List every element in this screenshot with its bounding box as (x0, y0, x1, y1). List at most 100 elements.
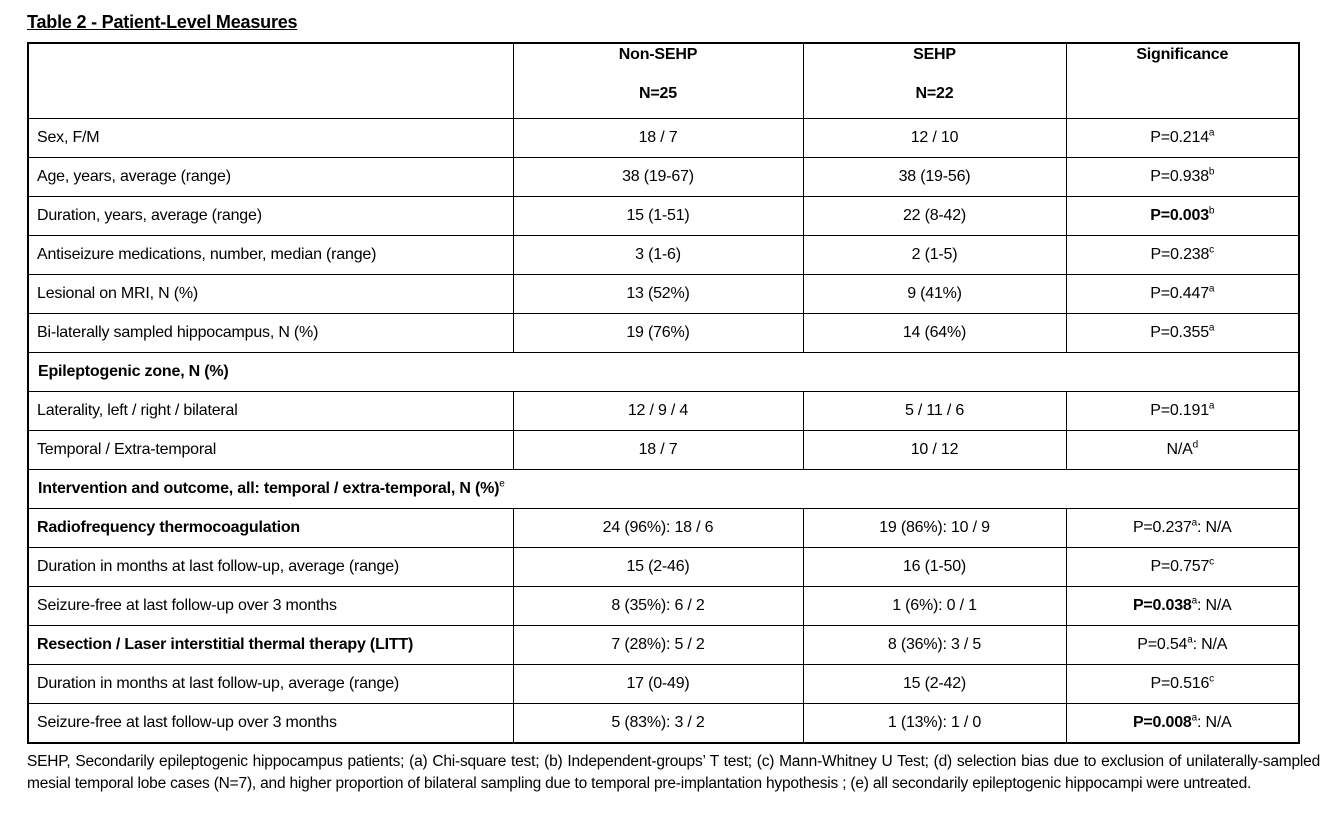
sig-text: P=0.938 (1150, 168, 1209, 185)
nonsehp-value: 38 (19-67) (512, 157, 804, 197)
table-row: Duration in months at last follow-up, av… (27, 664, 1300, 704)
sehp-value: 1 (6%): 0 / 1 (802, 586, 1067, 626)
section-text: Epileptogenic zone, N (%) (38, 363, 229, 380)
row-label: Duration in months at last follow-up, av… (27, 664, 514, 704)
row-label: Lesional on MRI, N (%) (27, 274, 514, 314)
sig-suffix: : N/A (1196, 597, 1232, 614)
nonsehp-value: 13 (52%) (512, 274, 804, 314)
sehp-value: 5 / 11 / 6 (802, 391, 1067, 431)
header-row: Non-SEHP N=25 SEHP N=22 Significance (27, 42, 1300, 119)
table-row: Temporal / Extra-temporal 18 / 7 10 / 12… (27, 430, 1300, 470)
table-footnote: SEHP, Secondarily epileptogenic hippocam… (27, 753, 1320, 792)
col-header-nonsehp-n: N=25 (639, 85, 677, 102)
nonsehp-value: 7 (28%): 5 / 2 (512, 625, 804, 665)
table-row: Laterality, left / right / bilateral 12 … (27, 391, 1300, 431)
sig-text: P=0.238 (1150, 246, 1210, 263)
col-header-nonsehp-name: Non-SEHP (618, 46, 698, 63)
table-row: Duration, years, average (range) 15 (1-5… (27, 196, 1300, 236)
nonsehp-value: 18 / 7 (512, 430, 804, 470)
section-label: Epileptogenic zone, N (%) (27, 352, 1300, 392)
row-label: Age, years, average (range) (27, 157, 514, 197)
significance-value: P=0.214a (1065, 118, 1300, 158)
section-row: Intervention and outcome, all: temporal … (27, 469, 1300, 509)
sig-footnote-marker: c (1209, 556, 1214, 568)
sig-text: P=0.447 (1150, 285, 1209, 302)
table-row: Radiofrequency thermocoagulation 24 (96%… (27, 508, 1300, 548)
row-label: Sex, F/M (27, 118, 514, 158)
significance-value: P=0.516c (1065, 664, 1300, 704)
col-header-significance: Significance (1065, 42, 1300, 119)
section-row: Epileptogenic zone, N (%) (27, 352, 1300, 392)
nonsehp-value: 5 (83%): 3 / 2 (512, 703, 804, 744)
sehp-value: 16 (1-50) (802, 547, 1067, 587)
significance-value: P=0.938b (1065, 157, 1300, 197)
sehp-value: 19 (86%): 10 / 9 (802, 508, 1067, 548)
section-text: Intervention and outcome, all: temporal … (38, 480, 500, 497)
significance-value: N/Ad (1065, 430, 1300, 470)
sig-footnote-marker: d (1192, 439, 1199, 451)
row-label: Duration, years, average (range) (27, 196, 514, 236)
sig-text: P=0.003 (1150, 207, 1209, 224)
sig-footnote-marker: b (1208, 166, 1215, 178)
sig-footnote-marker: b (1208, 205, 1215, 217)
row-label: Laterality, left / right / bilateral (27, 391, 514, 431)
row-label: Duration in months at last follow-up, av… (27, 547, 514, 587)
sig-text: P=0.516 (1150, 675, 1210, 692)
sig-text: P=0.54 (1137, 636, 1188, 653)
col-header-nonsehp: Non-SEHP N=25 (512, 42, 804, 119)
sehp-value: 9 (41%) (802, 274, 1067, 314)
nonsehp-value: 17 (0-49) (512, 664, 804, 704)
row-label: Antiseizure medications, number, median … (27, 235, 514, 275)
nonsehp-value: 15 (2-46) (512, 547, 804, 587)
table-header: Non-SEHP N=25 SEHP N=22 Significance (27, 42, 1300, 119)
nonsehp-value: 19 (76%) (512, 313, 804, 353)
table-row: Bi-laterally sampled hippocampus, N (%) … (27, 313, 1300, 353)
sig-footnote-marker: a (1191, 517, 1198, 529)
nonsehp-value: 8 (35%): 6 / 2 (512, 586, 804, 626)
significance-value: P=0.008a: N/A (1065, 703, 1300, 744)
sehp-value: 1 (13%): 1 / 0 (802, 703, 1067, 744)
significance-value: P=0.238c (1065, 235, 1300, 275)
sig-text: P=0.214 (1150, 129, 1209, 146)
sig-suffix: : N/A (1196, 714, 1232, 731)
sehp-value: 2 (1-5) (802, 235, 1067, 275)
row-label: Bi-laterally sampled hippocampus, N (%) (27, 313, 514, 353)
sig-text: P=0.355 (1150, 324, 1209, 341)
col-header-sehp-name: SEHP (913, 46, 956, 63)
sehp-value: 38 (19-56) (802, 157, 1067, 197)
nonsehp-value: 3 (1-6) (512, 235, 804, 275)
col-header-sehp-n: N=22 (915, 85, 954, 102)
sig-footnote-marker: a (1208, 400, 1215, 412)
table-row: Duration in months at last follow-up, av… (27, 547, 1300, 587)
document-page: Table 2 - Patient-Level Measures Non-SEH… (27, 12, 1320, 792)
sig-text: N/A (1166, 441, 1193, 458)
significance-value: P=0.54a: N/A (1065, 625, 1300, 665)
sig-suffix: : N/A (1192, 636, 1228, 653)
sehp-value: 12 / 10 (802, 118, 1067, 158)
table-row: Resection / Laser interstitial thermal t… (27, 625, 1300, 665)
table-row: Lesional on MRI, N (%) 13 (52%) 9 (41%) … (27, 274, 1300, 314)
sig-text: P=0.038 (1132, 597, 1192, 614)
nonsehp-value: 15 (1-51) (512, 196, 804, 236)
sig-footnote-marker: c (1209, 244, 1214, 256)
col-header-significance-name: Significance (1136, 46, 1229, 63)
table-row: Sex, F/M 18 / 7 12 / 10 P=0.214a (27, 118, 1300, 158)
significance-value: P=0.757c (1065, 547, 1300, 587)
sig-footnote-marker: a (1208, 283, 1215, 295)
sig-footnote-marker: a (1191, 712, 1198, 724)
sig-footnote-marker: a (1208, 127, 1215, 139)
sig-text: P=0.237 (1132, 519, 1192, 536)
sig-suffix: : N/A (1196, 519, 1232, 536)
empty-header-cell (27, 42, 514, 119)
section-label: Intervention and outcome, all: temporal … (27, 469, 1300, 509)
sig-footnote-marker: a (1208, 322, 1215, 334)
sig-text: P=0.757 (1150, 558, 1210, 575)
sig-footnote-marker: a (1191, 595, 1198, 607)
sehp-value: 15 (2-42) (802, 664, 1067, 704)
sig-text: P=0.008 (1132, 714, 1192, 731)
nonsehp-value: 12 / 9 / 4 (512, 391, 804, 431)
table-title: Table 2 - Patient-Level Measures (27, 12, 298, 32)
col-header-sehp: SEHP N=22 (802, 42, 1067, 119)
sehp-value: 10 / 12 (802, 430, 1067, 470)
table-row: Seizure-free at last follow-up over 3 mo… (27, 703, 1300, 744)
